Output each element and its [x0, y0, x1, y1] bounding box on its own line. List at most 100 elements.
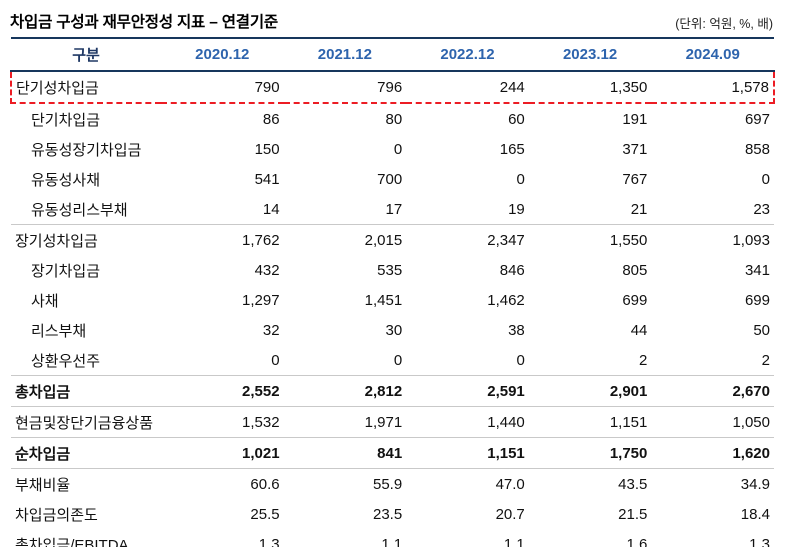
- row-label: 리스부채: [31, 322, 87, 340]
- cell-value: 32: [262, 321, 280, 339]
- cell-value: 341: [744, 261, 770, 279]
- table-row: 유동성장기차입금 150 0 165 371 858: [11, 134, 774, 164]
- cell-value: 165: [499, 140, 525, 158]
- cell-value: 47.0: [495, 475, 525, 493]
- cell-value: 1,532: [161, 406, 284, 438]
- cell-value: 150: [254, 140, 280, 158]
- cell-value: 697: [744, 110, 770, 128]
- cell-value: 23.5: [372, 505, 403, 523]
- cell-value: 2: [528, 345, 652, 376]
- row-label: 순차입금: [11, 437, 161, 469]
- financial-table: 구분 2020.12 2021.12 2022.12 2023.12 2024.09 단기…: [10, 37, 775, 547]
- cell-value: 1.3: [258, 535, 280, 547]
- table-row: 유동성사채 541 700 0 767 0: [11, 164, 774, 194]
- cell-value: 699: [622, 291, 648, 309]
- cell-value: 1,451: [364, 291, 403, 309]
- row-label: 장기차입금: [31, 262, 101, 280]
- cell-value: 432: [254, 261, 280, 279]
- table-row: 단기차입금 86 80 60 191 697: [11, 103, 774, 134]
- column-header-period: 2023.12: [528, 37, 652, 72]
- cell-value: 1,462: [487, 291, 525, 309]
- cell-value: 50: [753, 321, 770, 339]
- cell-value: 21.5: [618, 505, 648, 523]
- table-row-highlighted: 단기성차입금 790 796 244 1,350 1,578: [10, 70, 775, 104]
- cell-value: 86: [262, 110, 280, 128]
- cell-value: 1,093: [732, 231, 770, 249]
- cell-value: 1,750: [528, 437, 652, 469]
- cell-value: 0: [406, 345, 529, 376]
- cell-value: 1,021: [161, 437, 284, 469]
- row-label: 단기차입금: [31, 111, 101, 129]
- cell-value: 1.1: [503, 535, 525, 547]
- row-label: 장기성차입금: [15, 232, 98, 250]
- cell-value: 25.5: [250, 505, 280, 523]
- table-row: 리스부채 32 30 38 44 50: [11, 315, 774, 345]
- row-label: 차입금의존도: [15, 506, 98, 524]
- row-label: 총차입금/EBITDA: [15, 536, 129, 547]
- table-row: 장기성차입금 1,762 2,015 2,347 1,550 1,093: [11, 225, 774, 256]
- cell-value: 244: [406, 70, 529, 104]
- cell-value: 535: [377, 261, 403, 279]
- cell-value: 2,591: [406, 375, 529, 407]
- cell-value: 2,812: [283, 375, 407, 407]
- cell-value: 1,297: [242, 291, 280, 309]
- cell-value: 2: [651, 345, 774, 376]
- table-row: 상환우선주 0 0 0 2 2: [11, 345, 774, 376]
- cell-value: 2,015: [364, 231, 403, 249]
- row-label: 부채비율: [15, 476, 71, 494]
- row-label: 현금및장단기금융상품: [11, 406, 161, 438]
- cell-value: 1,050: [651, 406, 774, 438]
- title-bar: 차입금 구성과 재무안정성 지표 – 연결기준 (단위: 억원, %, 배): [10, 8, 775, 37]
- cell-value: 0: [283, 345, 407, 376]
- cell-value: 1.3: [749, 535, 770, 547]
- cell-value: 34.9: [740, 475, 770, 493]
- row-label: 총차입금: [11, 375, 161, 407]
- cell-value: 20.7: [495, 505, 525, 523]
- cell-value: 14: [161, 194, 284, 225]
- cell-value: 19: [406, 194, 529, 225]
- table-row: 장기차입금 432 535 846 805 341: [11, 255, 774, 285]
- cell-value: 0: [393, 140, 403, 158]
- cell-value: 371: [622, 140, 648, 158]
- cell-value: 1.1: [381, 535, 403, 547]
- row-label: 단기성차입금: [10, 70, 161, 104]
- table-row: 차입금의존도 25.5 23.5 20.7 21.5 18.4: [11, 499, 774, 529]
- cell-value: 60.6: [250, 475, 280, 493]
- column-header-period: 2020.12: [161, 37, 284, 72]
- column-header-gubun: 구분: [11, 37, 161, 72]
- cell-value: 841: [283, 437, 407, 469]
- cell-value: 18.4: [740, 505, 770, 523]
- cell-value: 17: [283, 194, 407, 225]
- cell-value: 0: [516, 170, 525, 188]
- cell-value: 0: [161, 345, 284, 376]
- row-label: 유동성리스부채: [11, 194, 161, 225]
- cell-value: 767: [622, 170, 648, 188]
- column-header-period: 2024.09: [651, 37, 774, 72]
- cell-value: 1,971: [283, 406, 407, 438]
- table-row: 부채비율 60.6 55.9 47.0 43.5 34.9: [11, 469, 774, 500]
- unit-note: (단위: 억원, %, 배): [675, 17, 773, 31]
- cell-value: 55.9: [372, 475, 403, 493]
- cell-value: 805: [622, 261, 648, 279]
- table-row: 총차입금/EBITDA 1.3 1.1 1.1 1.6 1.3: [11, 529, 774, 547]
- cell-value: 1,151: [406, 437, 529, 469]
- cell-value: 700: [377, 170, 403, 188]
- cell-value: 1,620: [651, 437, 774, 469]
- column-header-period: 2022.12: [406, 37, 529, 72]
- table-row: 유동성리스부채 14 17 19 21 23: [11, 194, 774, 225]
- cell-value: 44: [630, 321, 648, 339]
- cell-value: 2,347: [487, 231, 525, 249]
- cell-value: 1,350: [528, 70, 652, 104]
- cell-value: 858: [744, 140, 770, 158]
- table-row: 현금및장단기금융상품 1,532 1,971 1,440 1,151 1,050: [11, 406, 774, 438]
- table-row: 순차입금 1,021 841 1,151 1,750 1,620: [11, 437, 774, 469]
- cell-value: 80: [385, 110, 403, 128]
- column-header-period: 2021.12: [283, 37, 407, 72]
- cell-value: 30: [385, 321, 403, 339]
- cell-value: 1,151: [528, 406, 652, 438]
- table-row: 사채 1,297 1,451 1,462 699 699: [11, 285, 774, 315]
- row-label: 사채: [31, 292, 59, 310]
- cell-value: 43.5: [618, 475, 648, 493]
- row-label: 상환우선주: [11, 345, 161, 376]
